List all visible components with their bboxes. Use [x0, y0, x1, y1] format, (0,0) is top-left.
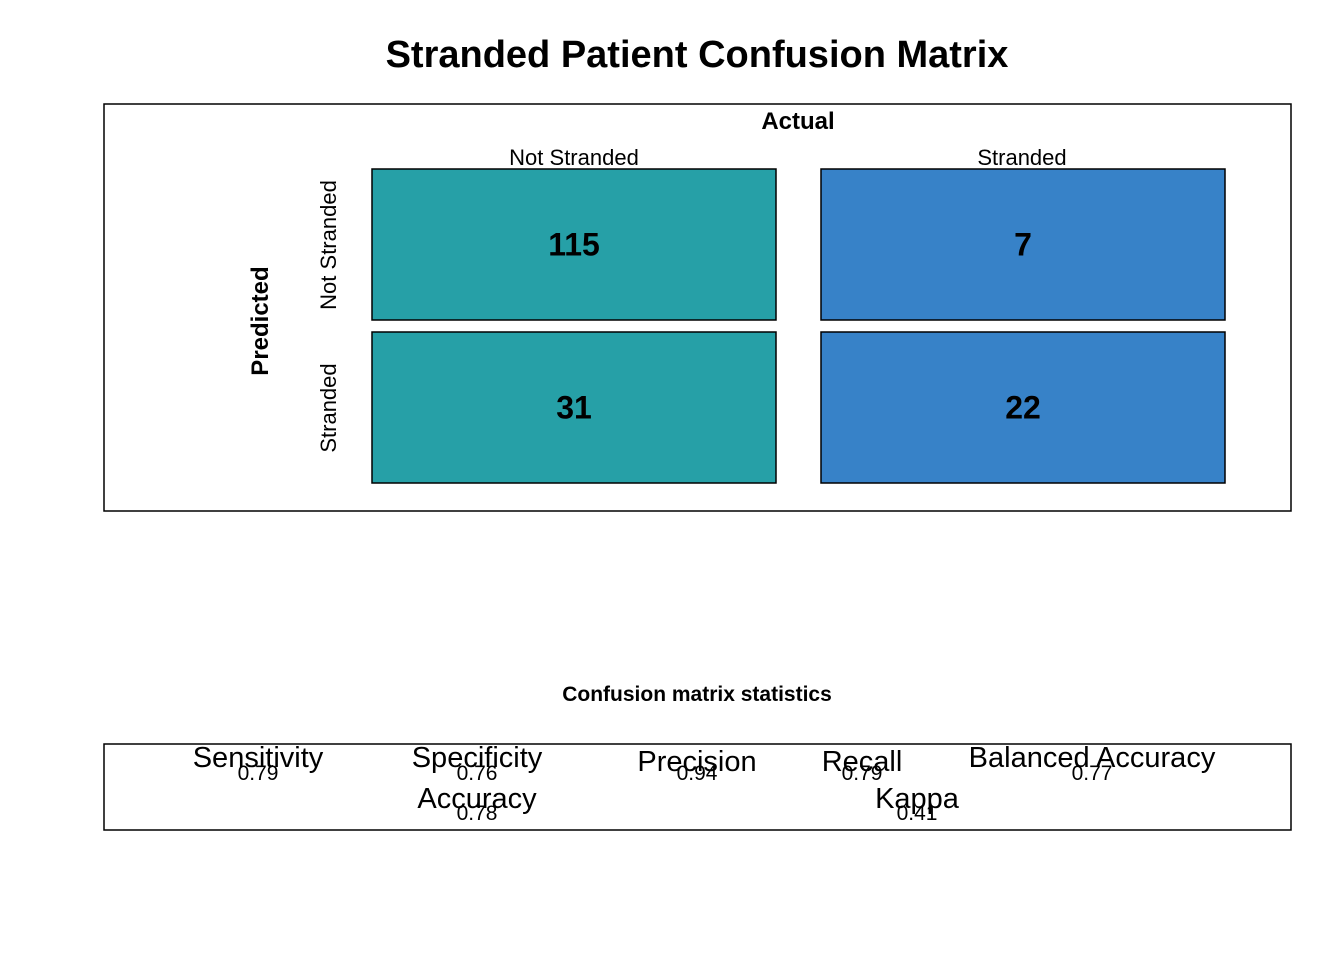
stat-name-balanced-accuracy: Balanced Accuracy [969, 742, 1216, 774]
stat-value-sensitivity: 0.79 [238, 762, 279, 785]
y-axis-title: Predicted [247, 266, 274, 375]
y-tick-label-stranded: Stranded [316, 363, 341, 452]
stat-value-accuracy: 0.78 [457, 802, 498, 825]
stats-title: Confusion matrix statistics [562, 683, 832, 706]
stat-name-accuracy: Accuracy [417, 783, 537, 815]
matrix-cell-r0-c1 [820, 168, 1226, 321]
matrix-panel-frame [103, 103, 1292, 512]
matrix-cell-value-r1-c1: 22 [1005, 390, 1041, 426]
stat-name-recall: Recall [822, 746, 903, 778]
stats-panel-frame [103, 743, 1292, 831]
stat-value-balanced-accuracy: 0.77 [1072, 762, 1113, 785]
matrix-cells: 115 7 31 22 [371, 168, 1226, 484]
matrix-cell-value-r0-c0: 115 [548, 227, 600, 263]
stat-value-kappa: 0.41 [897, 802, 938, 825]
matrix-cell-value-r1-c0: 31 [556, 390, 592, 426]
stat-name-kappa: Kappa [875, 783, 960, 815]
matrix-cell-r1-c1 [820, 331, 1226, 484]
stat-value-recall: 0.79 [842, 762, 883, 785]
chart-title: Stranded Patient Confusion Matrix [386, 34, 1009, 76]
matrix-cell-r0-c0 [371, 168, 777, 321]
x-axis-title: Actual [761, 108, 834, 135]
stat-name-sensitivity: Sensitivity [193, 742, 324, 774]
matrix-cell-r1-c0 [371, 331, 777, 484]
stat-name-specificity: Specificity [412, 742, 543, 774]
y-tick-label-not-stranded: Not Stranded [316, 180, 341, 310]
x-tick-label-stranded: Stranded [977, 145, 1066, 170]
x-tick-label-not-stranded: Not Stranded [509, 145, 639, 170]
stat-name-precision: Precision [637, 746, 756, 778]
matrix-cell-value-r0-c1: 7 [1014, 227, 1032, 263]
stat-value-precision: 0.94 [677, 762, 718, 785]
stat-value-specificity: 0.76 [457, 762, 498, 785]
